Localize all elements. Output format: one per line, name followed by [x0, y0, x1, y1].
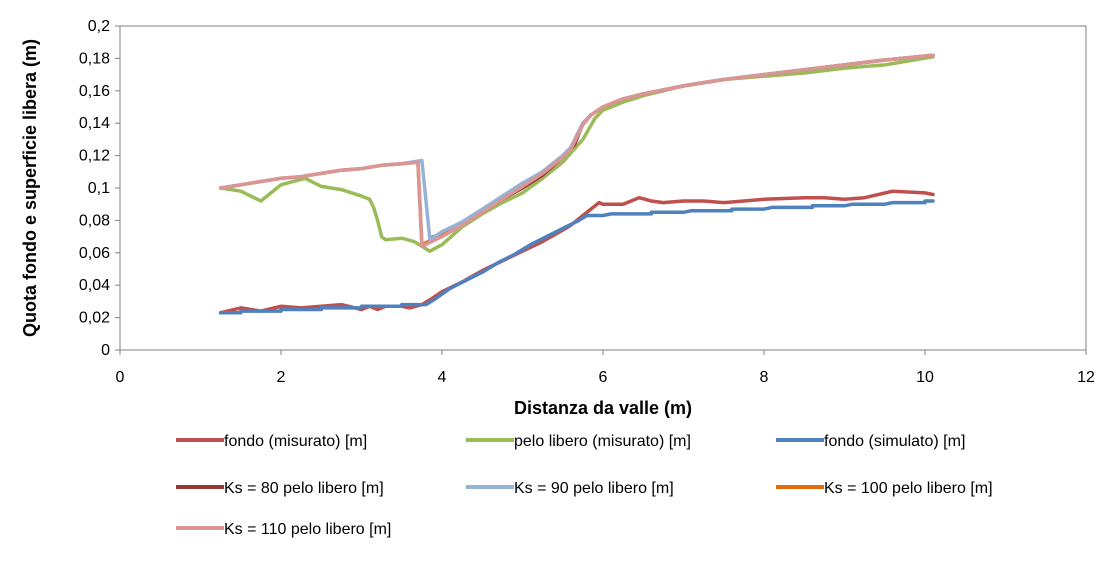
- x-tick-label: 8: [760, 369, 769, 386]
- legend-item-6: Ks = 110 pelo libero [m]: [176, 521, 391, 538]
- y-axis-ticks: 0 0,02 0,04 0,06 0,08 0,1 0,12 0,14 0,16 0,18 0,2: [79, 18, 120, 359]
- legend-item-5: Ks = 100 pelo libero [m]: [776, 480, 993, 497]
- x-tick-label: 2: [277, 369, 286, 386]
- x-tick-label: 12: [1077, 369, 1095, 386]
- y-tick-label: 0,1: [88, 180, 110, 197]
- legend-item-3: Ks = 80 pelo libero [m]: [176, 480, 384, 497]
- y-tick-label: 0,08: [79, 212, 110, 229]
- x-tick-label: 6: [599, 369, 608, 386]
- legend-label: Ks = 90 pelo libero [m]: [514, 480, 674, 497]
- x-tick-label: 4: [438, 369, 447, 386]
- legend-label: fondo (simulato) [m]: [824, 433, 965, 450]
- y-tick-label: 0,04: [79, 277, 110, 294]
- legend-label: Ks = 100 pelo libero [m]: [824, 480, 993, 497]
- y-tick-label: 0,12: [79, 148, 110, 165]
- y-tick-label: 0,16: [79, 83, 110, 100]
- series-line-2: [218, 199, 935, 315]
- legend-item-2: fondo (simulato) [m]: [776, 433, 965, 450]
- y-axis-title: Quota fondo e superficie libera (m): [20, 39, 40, 337]
- legend-item-0: fondo (misurato) [m]: [176, 433, 367, 450]
- legend-label: Ks = 110 pelo libero [m]: [224, 521, 391, 538]
- series-lines: [218, 53, 935, 315]
- legend: fondo (misurato) [m] pelo libero (misurat…: [176, 433, 993, 538]
- x-axis-ticks: 0 2 4 6 8 10 12: [116, 350, 1095, 386]
- legend-item-1: pelo libero (misurato) [m]: [466, 433, 691, 450]
- y-tick-label: 0,18: [79, 50, 110, 67]
- series-line-6: [218, 53, 935, 249]
- legend-label: pelo libero (misurato) [m]: [514, 433, 691, 450]
- y-tick-label: 0,2: [88, 18, 110, 35]
- x-tick-label: 10: [916, 369, 934, 386]
- y-tick-label: 0,06: [79, 245, 110, 262]
- legend-item-4: Ks = 90 pelo libero [m]: [466, 480, 674, 497]
- y-tick-label: 0,14: [79, 115, 110, 132]
- legend-label: Ks = 80 pelo libero [m]: [224, 480, 384, 497]
- y-tick-label: 0: [101, 342, 110, 359]
- legend-label: fondo (misurato) [m]: [224, 433, 367, 450]
- x-tick-label: 0: [116, 369, 125, 386]
- x-axis-title: Distanza da valle (m): [514, 398, 692, 418]
- y-tick-label: 0,02: [79, 310, 110, 327]
